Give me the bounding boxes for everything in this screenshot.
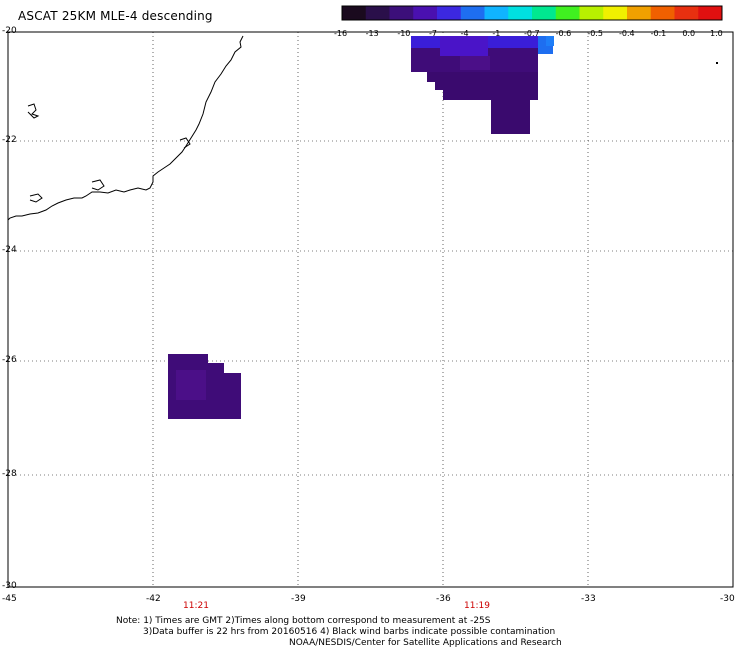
lat-label: -30 [2, 581, 17, 591]
swath-cell [443, 90, 538, 100]
swath-cell [435, 82, 538, 90]
lake [27, 103, 40, 119]
colorbar-tick-label: -16 [334, 29, 348, 38]
colorbar-swatch [627, 6, 652, 20]
colorbar-swatch [650, 6, 675, 20]
map-title: ASCAT 25KM MLE-4 descending [18, 9, 213, 23]
lon-label: -36 [436, 594, 451, 604]
colorbar-tick-label: 1.0 [710, 29, 723, 38]
coastline-bay [91, 179, 105, 191]
coastline-bay [29, 193, 43, 203]
lat-label: -24 [2, 245, 17, 255]
note-line-3: NOAA/NESDIS/Center for Satellite Applica… [289, 638, 562, 648]
lon-label: -45 [2, 594, 17, 604]
colorbar-swatch [342, 6, 367, 20]
colorbar-swatch [579, 6, 604, 20]
colorbar-tick-label: -0.7 [524, 29, 540, 38]
colorbar-swatch [674, 6, 699, 20]
lat-label: -22 [2, 135, 17, 145]
colorbar-tick-label: -1 [492, 29, 501, 38]
colorbar-swatch [508, 6, 533, 20]
colorbar-tick-label: -7 [429, 29, 437, 38]
lat-lon-grid [8, 32, 733, 587]
colorbar-swatch [698, 6, 723, 20]
colorbar-swatch [413, 6, 438, 20]
colorbar-tick-label: -10 [397, 29, 411, 38]
colorbar-tick-label: -4 [460, 29, 469, 38]
lon-label: -42 [146, 594, 161, 604]
colorbar-swatch [389, 6, 414, 20]
note-line-2: 3)Data buffer is 22 hrs from 20160516 4)… [143, 627, 556, 637]
lat-label: -28 [2, 469, 17, 479]
swath-cell [491, 100, 530, 134]
ascat-swath-south [168, 354, 241, 419]
colorbar-swatch [603, 6, 628, 20]
colorbar-swatch [484, 6, 509, 20]
lon-label: -33 [581, 594, 596, 604]
lat-label: -20 [2, 26, 17, 36]
lon-label: -39 [291, 594, 306, 604]
colorbar-border [341, 5, 723, 21]
swath-cell [224, 373, 241, 419]
swath-cell [176, 370, 206, 400]
colorbar-swatch [365, 6, 390, 20]
swath-cell [546, 36, 554, 46]
lon-label: -30 [720, 594, 735, 604]
time-label: 11:19 [464, 601, 490, 611]
island-dot [716, 62, 718, 64]
colorbar-swatch [555, 6, 580, 20]
lat-label: -26 [2, 355, 17, 365]
colorbar-tick-label: -0.6 [555, 29, 572, 38]
coastline-bay [179, 137, 191, 149]
colorbar-tick-label: -0.4 [619, 29, 635, 38]
swath-cell [427, 72, 538, 82]
swath-cell [440, 36, 488, 56]
note-line-1: Note: 1) Times are GMT 2)Times along bot… [116, 616, 491, 626]
colorbar-swatch [460, 6, 485, 20]
colorbar-tick-label: -13 [365, 29, 379, 38]
coastline [7, 35, 244, 221]
swath-cell [460, 56, 490, 70]
map-frame [7, 31, 734, 588]
colorbar [341, 5, 723, 21]
ascat-swath-north [411, 36, 554, 134]
colorbar-tick-label: -0.1 [650, 29, 667, 38]
time-label: 11:21 [183, 601, 209, 611]
colorbar-swatch [437, 6, 462, 20]
colorbar-tick-label: -0.5 [587, 29, 603, 38]
swath-cell [208, 363, 224, 419]
colorbar-swatch [532, 6, 557, 20]
colorbar-tick-label: 0.0 [682, 29, 696, 38]
